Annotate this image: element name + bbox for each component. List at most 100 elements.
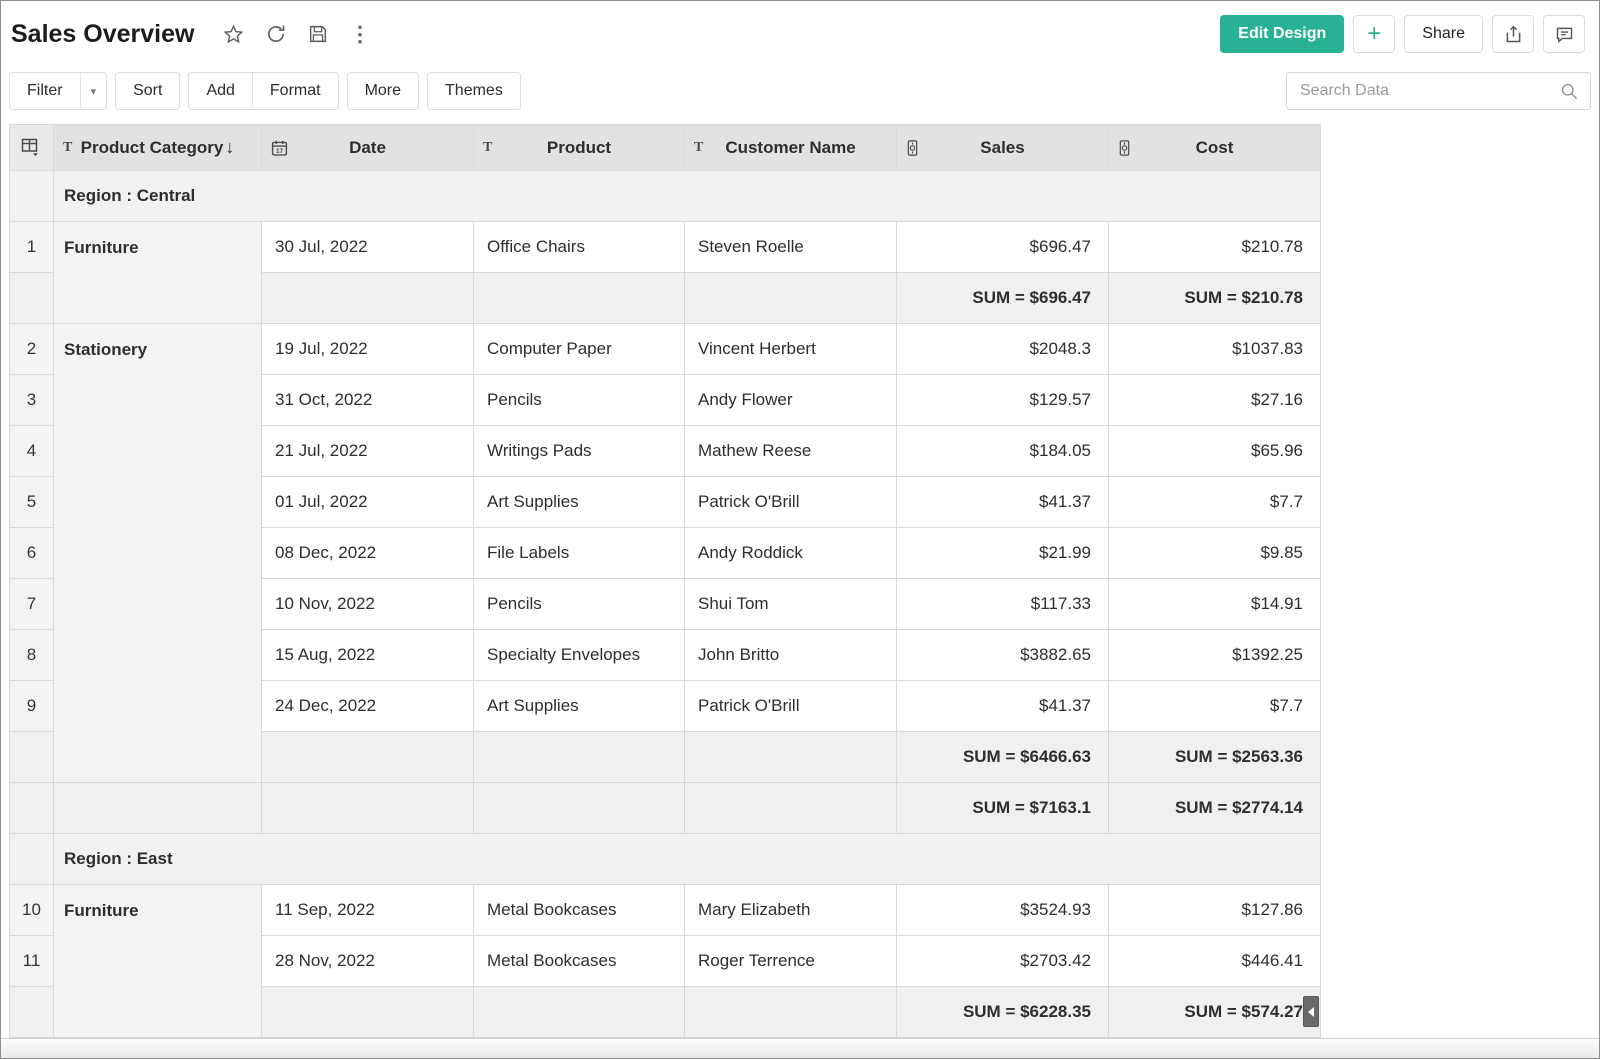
cell-sales: $696.47 (896, 221, 1109, 273)
filter-button[interactable]: Filter (10, 73, 80, 109)
cell-cost: $1392.25 (1108, 629, 1321, 681)
search-icon[interactable] (1559, 81, 1579, 101)
cell-date: 31 Oct, 2022 (261, 374, 474, 426)
add-format-button-group: Add Format (188, 72, 339, 110)
table-row: 8 15 Aug, 2022 Specialty Envelopes John Bri… (9, 629, 1321, 681)
table-row: 10 Furniture 11 Sep, 2022 Metal Bookcases Ma… (9, 884, 1321, 1038)
format-button[interactable]: Format (251, 73, 338, 109)
cell-cost: $127.86 (1108, 884, 1321, 936)
comments-icon[interactable] (1543, 15, 1585, 53)
sort-button[interactable]: Sort (116, 73, 179, 109)
table-row: 3 31 Oct, 2022 Pencils Andy Flower $129.57 $2… (9, 374, 1321, 426)
cell-product: Art Supplies (473, 680, 685, 732)
table-row: 7 10 Nov, 2022 Pencils Shui Tom $117.33 $14.9… (9, 578, 1321, 630)
cell-sales: $41.37 (896, 476, 1109, 528)
cell-product: Specialty Envelopes (473, 629, 685, 681)
column-header-sales[interactable]: Sales (896, 124, 1109, 171)
cell-sales: $41.37 (896, 680, 1109, 732)
cell-cost: $65.96 (1108, 425, 1321, 477)
row-number-cell (9, 833, 54, 885)
cell-customer: Mathew Reese (684, 425, 897, 477)
themes-button-group: Themes (427, 72, 521, 110)
subtotal-cost: SUM = $210.78 (1108, 272, 1321, 324)
column-header-cost[interactable]: Cost (1108, 124, 1321, 171)
table-row: 5 01 Jul, 2022 Art Supplies Patrick O'Brill… (9, 476, 1321, 528)
cell-date (261, 782, 474, 834)
category-cell: Furniture (53, 221, 262, 324)
cell-date (261, 731, 474, 783)
save-icon[interactable] (307, 23, 329, 45)
horizontal-scrollbar[interactable] (1, 1038, 1599, 1058)
cell-customer: Andy Flower (684, 374, 897, 426)
table-header-row: T Product Category ↓ 17 Date T Product T … (9, 124, 1321, 171)
subtotal-cost: SUM = $2563.36 (1108, 731, 1321, 783)
cell-product: Office Chairs (473, 221, 685, 273)
more-button-group: More (346, 72, 420, 110)
cell-date: 10 Nov, 2022 (261, 578, 474, 630)
cell-product: Computer Paper (473, 323, 685, 375)
add-new-button[interactable]: + (1353, 15, 1396, 53)
cell-customer (684, 272, 897, 324)
cell-product: Pencils (473, 374, 685, 426)
title-icon-group: ⋮ (222, 23, 370, 46)
cell-date: 21 Jul, 2022 (261, 425, 474, 477)
column-header-date[interactable]: 17 Date (261, 124, 474, 171)
cell-product (473, 731, 685, 783)
cell-sales: $3524.93 (896, 884, 1109, 936)
text-type-icon: T (483, 139, 493, 155)
cell-customer: Patrick O'Brill (684, 680, 897, 732)
number-type-icon (906, 139, 919, 157)
themes-button[interactable]: Themes (428, 73, 520, 109)
row-number-cell: 3 (9, 374, 54, 426)
export-icon[interactable] (1492, 15, 1534, 53)
row-number-cell: 1 (9, 221, 54, 273)
edit-design-button[interactable]: Edit Design (1220, 15, 1345, 53)
category-cell: Stationery (53, 323, 262, 783)
page-title: Sales Overview (11, 19, 195, 48)
table-body: Region : Central 1 Furniture 30 Jul, 2022 Of… (9, 170, 1321, 1038)
cell-date (261, 986, 474, 1038)
text-type-icon: T (694, 139, 704, 155)
row-number-cell (9, 272, 54, 324)
row-number-cell: 2 (9, 323, 54, 375)
region-row: Region : Central (9, 170, 1321, 222)
filter-caret-down-icon[interactable]: ▾ (79, 73, 107, 109)
cell-date: 01 Jul, 2022 (261, 476, 474, 528)
column-header-product-category[interactable]: T Product Category ↓ (53, 124, 262, 171)
row-number-cell (9, 170, 54, 222)
add-button[interactable]: Add (189, 73, 251, 109)
search-input[interactable] (1298, 81, 1559, 101)
table-row: 2 Stationery 19 Jul, 2022 Computer Paper Vin… (9, 323, 1321, 783)
cell-customer: Mary Elizabeth (684, 884, 897, 936)
cell-sales: $184.05 (896, 425, 1109, 477)
cell-product: Writings Pads (473, 425, 685, 477)
cell-customer: Patrick O'Brill (684, 476, 897, 528)
cell-date: 24 Dec, 2022 (261, 680, 474, 732)
cell-sales: $21.99 (896, 527, 1109, 579)
share-button[interactable]: Share (1404, 15, 1483, 53)
text-type-icon: T (63, 139, 73, 155)
row-number-cell (9, 986, 54, 1038)
cell-customer (684, 731, 897, 783)
favorite-star-icon[interactable] (222, 23, 245, 46)
row-number-cell: 10 (9, 884, 54, 936)
more-button[interactable]: More (348, 73, 418, 109)
cell-customer (684, 782, 897, 834)
table-scroll-handle[interactable] (1303, 996, 1319, 1027)
row-number-cell: 8 (9, 629, 54, 681)
refresh-icon[interactable] (265, 23, 287, 45)
subtotal-sales: SUM = $6466.63 (896, 731, 1109, 783)
column-header-customer-name[interactable]: T Customer Name (684, 124, 897, 171)
cell-customer: Steven Roelle (684, 221, 897, 273)
search-box (1286, 72, 1591, 110)
row-number-cell: 5 (9, 476, 54, 528)
more-options-kebab-icon[interactable]: ⋮ (349, 22, 371, 46)
column-header-product[interactable]: T Product (473, 124, 685, 171)
date-type-icon: 17 (271, 139, 288, 156)
column-selector-button[interactable] (9, 124, 54, 171)
cell-sales: $2048.3 (896, 323, 1109, 375)
category-cell (53, 782, 262, 834)
subtotal-cost: SUM = $574.27 (1108, 986, 1321, 1038)
filter-button-group: Filter ▾ (9, 72, 108, 110)
category-cell: Furniture (53, 884, 262, 1038)
